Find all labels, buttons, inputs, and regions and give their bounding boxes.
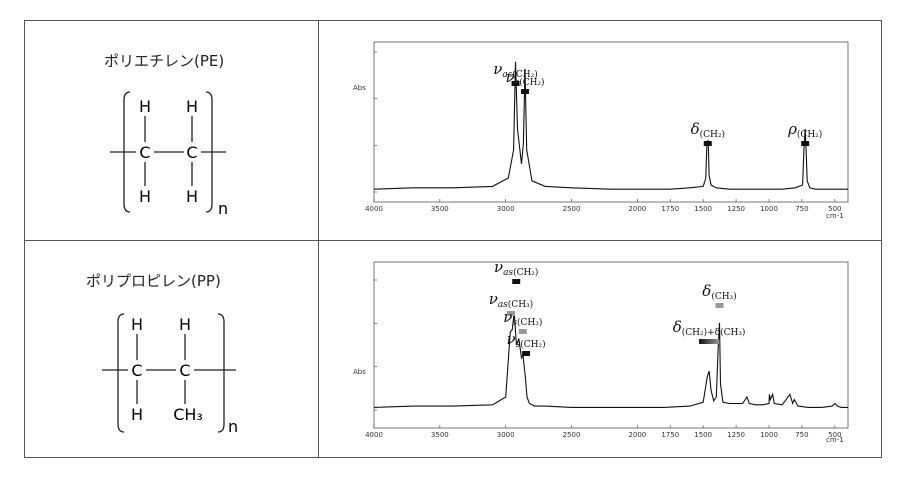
- peak-annotation: δ(CH₂)+δ(CH₃): [673, 318, 746, 344]
- x-tick-label: 2000: [628, 431, 646, 439]
- x-tick-label: 500: [828, 205, 841, 213]
- pe-atom-ml: C: [139, 143, 150, 162]
- x-axis-label: cm-1: [826, 436, 844, 444]
- table-divider-horizontal: [24, 240, 882, 241]
- x-tick-label: 750: [795, 205, 808, 213]
- x-tick-label: 2500: [563, 205, 581, 213]
- x-tick-label: 1500: [694, 205, 712, 213]
- pp-atom-tl: H: [131, 315, 143, 334]
- x-tick-label: 3000: [497, 205, 515, 213]
- y-axis-label: Abs: [353, 84, 366, 92]
- pp-ir-spectrum-chart: Abs 4000 3500 3000 2500 2000 1750 1500 1250 1000…: [353, 258, 849, 444]
- svg-text:δ(CH₂): δ(CH₂): [691, 120, 725, 140]
- pe-ir-spectrum-chart: Abs 4000 3500 3000 2500 2000 1750 1500 1250 1000…: [353, 41, 849, 220]
- pe-structure: H H C C H H n: [110, 91, 228, 216]
- pp-bracket-right: [217, 313, 225, 433]
- svg-text:δ(CH₂)+δ(CH₃): δ(CH₂)+δ(CH₃): [673, 318, 746, 338]
- pp-structure: H H C C H CH₃ n: [102, 313, 238, 436]
- peak-marker: [518, 329, 527, 334]
- table-divider-vertical: [318, 20, 319, 458]
- x-axis-label: cm-1: [826, 212, 844, 220]
- peak-marker: [715, 303, 724, 308]
- x-tick-label: 500: [828, 431, 841, 439]
- x-tick-label: 1750: [661, 431, 679, 439]
- pe-atom-tl: H: [139, 97, 151, 116]
- pe-subscript: n: [218, 199, 228, 216]
- pe-spectrum-line: [373, 61, 848, 190]
- table-frame: [24, 20, 882, 458]
- pe-atom-mr: C: [186, 143, 197, 162]
- peak-annotation: νs(CH₂): [507, 330, 546, 356]
- pe-atom-br: H: [186, 187, 198, 206]
- svg-text:νas(CH₂): νas(CH₂): [494, 258, 538, 278]
- x-tick-label: 2500: [563, 431, 581, 439]
- y-axis-label: Abs: [353, 368, 366, 376]
- x-tick-label: 4000: [365, 431, 383, 439]
- peak-annotation: ρ(CH₂): [787, 120, 822, 146]
- pp-subscript: n: [228, 417, 238, 436]
- x-tick-label: 4000: [365, 205, 383, 213]
- svg-text:νas(CH₂): νas(CH₂): [493, 60, 537, 80]
- peak-marker: [699, 339, 720, 344]
- peak-annotation: νas(CH₂): [494, 258, 538, 284]
- peak-marker: [801, 141, 810, 146]
- pp-spectrum-line: [373, 312, 848, 408]
- x-tick-label: 1250: [727, 431, 745, 439]
- x-tick-label: 3500: [431, 205, 449, 213]
- pp-atom-br: CH₃: [173, 405, 203, 424]
- svg-text:νas(CH₃): νas(CH₃): [489, 290, 533, 310]
- svg-text:νs(CH₂): νs(CH₂): [507, 330, 546, 350]
- peak-marker: [511, 81, 520, 86]
- peak-marker: [521, 89, 530, 94]
- peak-annotation: νas(CH₃): [489, 290, 533, 316]
- x-tick-label: 1000: [760, 205, 778, 213]
- svg-text:νs(CH₃): νs(CH₃): [503, 308, 542, 328]
- x-tick-label: 1750: [661, 205, 679, 213]
- pp-bracket-left: [117, 313, 125, 433]
- svg-text:δ(CH₃): δ(CH₃): [702, 282, 736, 302]
- peak-annotation: νas(CH₂): [493, 60, 538, 86]
- x-tick-label: 1250: [727, 205, 745, 213]
- pe-atom-bl: H: [139, 187, 151, 206]
- peak-marker: [506, 311, 515, 316]
- pp-name: ポリプロピレン(PP): [86, 272, 221, 290]
- x-tick-label: 1500: [694, 431, 712, 439]
- pe-atom-tr: H: [186, 97, 198, 116]
- peak-annotation: νs(CH₂): [505, 68, 545, 94]
- svg-text:νs(CH₂): νs(CH₂): [505, 68, 544, 88]
- peak-annotation: δ(CH₃): [702, 282, 737, 308]
- x-tick-label: 1000: [760, 431, 778, 439]
- pp-atom-ml: C: [131, 361, 142, 380]
- pp-atom-mr: C: [179, 361, 190, 380]
- peak-marker: [522, 351, 531, 356]
- peak-annotation: νs(CH₃): [503, 308, 542, 334]
- peak-annotation: δ(CH₂): [691, 120, 725, 146]
- pe-name: ポリエチレン(PE): [104, 52, 225, 70]
- pp-atom-bl: H: [131, 405, 143, 424]
- x-tick-label: 2000: [628, 205, 646, 213]
- peak-marker: [512, 279, 521, 284]
- x-tick-label: 3000: [497, 431, 515, 439]
- svg-text:ρ(CH₂): ρ(CH₂): [787, 120, 822, 140]
- pp-atom-tr: H: [179, 315, 191, 334]
- x-tick-label: 3500: [431, 431, 449, 439]
- peak-marker: [703, 141, 712, 146]
- x-tick-label: 750: [795, 431, 808, 439]
